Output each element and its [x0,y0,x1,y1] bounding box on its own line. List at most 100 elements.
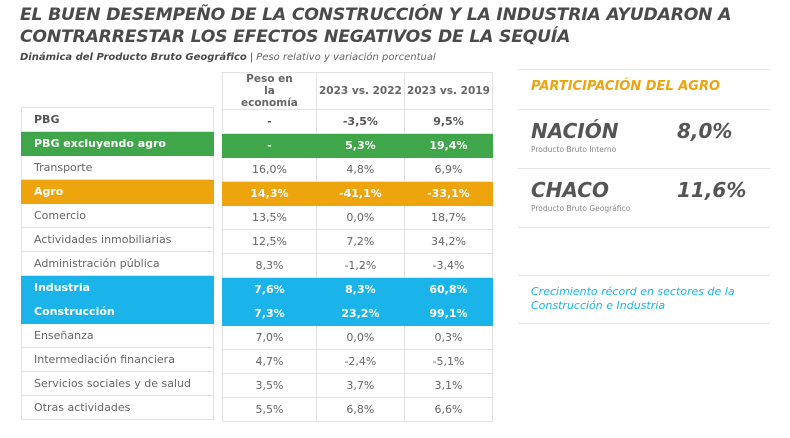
nacion-label: NACIÓN [531,119,619,143]
table-row: Servicios sociales y de salud [21,371,214,396]
cell-weight: 13,5% [222,205,317,230]
table-row: 14,3% -41,1% -33,1% [222,181,494,206]
cell-var-2023-2019: -5,1% [403,349,494,374]
sector-label: Otras actividades [21,395,214,420]
cell-var-2023-2019: 3,1% [403,373,494,398]
sector-label: Enseñanza [21,323,214,348]
table-row: PBG excluyendo agro [21,131,214,156]
cell-var-2023-2022: -2,4% [315,349,405,374]
sector-label: Administración pública [21,251,214,276]
cell-weight: 16,0% [222,157,317,182]
table-row: 3,5% 3,7% 3,1% [222,373,494,398]
divider [518,275,770,276]
table-row: PBG [21,107,214,132]
cell-var-2023-2022: 4,8% [315,157,405,182]
sector-label: Transporte [21,155,214,180]
page-title: EL BUEN DESEMPEÑO DE LA CONSTRUCCIÓN Y L… [20,5,732,47]
sector-label: Construcción [21,299,214,324]
subtitle-main: Dinámica del Producto Bruto Geográfico [20,52,247,63]
table-row: 13,5% 0,0% 18,7% [222,205,494,230]
cell-weight: - [222,109,317,134]
table-row: Agro [21,179,214,204]
table-row: Administración pública [21,251,214,276]
cell-var-2023-2019: 0,3% [403,325,494,350]
divider [518,109,770,110]
nacion-value: 8,0% [677,119,733,143]
chaco-value: 11,6% [677,178,747,202]
subtitle-separator: | [249,52,254,63]
cell-weight: 4,7% [222,349,317,374]
cell-var-2023-2019: 9,5% [403,109,494,134]
divider [518,168,770,169]
table-row: - -3,5% 9,5% [222,109,494,134]
cell-var-2023-2019: 18,7% [403,205,494,230]
cell-var-2023-2022: 6,8% [315,397,405,422]
table-row: Intermediación financiera [21,347,214,372]
record-growth-note: Crecimiento récord en sectores de la Con… [531,285,735,312]
subtitle-detail: Peso relativo y variación porcentual [256,52,436,63]
sector-label: Comercio [21,203,214,228]
chaco-sublabel: Producto Bruto Geográfico [531,204,631,213]
table-row: 4,7% -2,4% -5,1% [222,349,494,374]
column-header-2023-vs-2022: 2023 vs. 2022 [315,72,405,110]
cell-var-2023-2022: 23,2% [315,301,405,326]
cell-var-2023-2019: 99,1% [403,301,494,326]
sector-label: Actividades inmobiliarias [21,227,214,252]
cell-var-2023-2019: 19,4% [403,133,494,158]
cell-var-2023-2022: -1,2% [315,253,405,278]
cell-weight: 12,5% [222,229,317,254]
table-row: -5,3% 19,4% [222,133,494,158]
table-row: 8,3% -1,2% -3,4% [222,253,494,278]
table-row: 7,6% 8,3% 60,8% [222,277,494,302]
divider [518,323,770,324]
cell-var-2023-2019: -33,1% [403,181,494,206]
cell-var-2023-2022: -41,1% [315,181,405,206]
table-row: Actividades inmobiliarias [21,227,214,252]
table-row: 7,3% 23,2% 99,1% [222,301,494,326]
cell-var-2023-2022: 3,7% [315,373,405,398]
nacion-sublabel: Producto Bruto Interno [531,145,617,154]
sector-label: Servicios sociales y de salud [21,371,214,396]
table-row: Comercio [21,203,214,228]
agro-share-title: PARTICIPACIÓN DEL AGRO [531,79,721,94]
cell-weight: 7,3% [222,301,317,326]
cell-weight: 8,3% [222,253,317,278]
table-row: Transporte [21,155,214,180]
table-row: Construcción [21,299,214,324]
cell-var-2023-2019: -3,4% [403,253,494,278]
table-row: 5,5% 6,8% 6,6% [222,397,494,422]
table-header-row: Peso en la economía 2023 vs. 2022 2023 v… [222,72,494,110]
table-row: Otras actividades [21,395,214,420]
sector-label: Intermediación financiera [21,347,214,372]
table-row: 7,0% 0,0% 0,3% [222,325,494,350]
cell-var-2023-2022: 8,3% [315,277,405,302]
sector-label: Industria [21,275,214,300]
cell-weight: 3,5% [222,373,317,398]
cell-var-2023-2019: 34,2% [403,229,494,254]
cell-var-2023-2022: 7,2% [315,229,405,254]
cell-weight: - [222,133,317,158]
cell-var-2023-2022: 0,0% [315,205,405,230]
cell-var-2023-2022: 5,3% [315,133,405,158]
cell-var-2023-2022: -3,5% [315,109,405,134]
column-header-2023-vs-2019: 2023 vs. 2019 [403,72,494,110]
cell-weight: 14,3% [222,181,317,206]
sector-label: Agro [21,179,214,204]
cell-weight: 7,6% [222,277,317,302]
sector-labels-table: PBG PBG excluyendo agro Transporte Agro Come… [21,107,214,420]
table-row: 16,0% 4,8% 6,9% [222,157,494,182]
cell-weight: 5,5% [222,397,317,422]
page-subtitle: Dinámica del Producto Bruto Geográfico | P… [20,52,436,63]
divider [518,69,770,70]
cell-weight: 7,0% [222,325,317,350]
cell-var-2023-2022: 0,0% [315,325,405,350]
column-header-weight: Peso en la economía [222,72,317,110]
cell-var-2023-2019: 6,9% [403,157,494,182]
cell-var-2023-2019: 6,6% [403,397,494,422]
cell-var-2023-2019: 60,8% [403,277,494,302]
sector-values-table: Peso en la economía 2023 vs. 2022 2023 v… [222,72,494,422]
table-row: Enseñanza [21,323,214,348]
sector-label: PBG [21,107,214,132]
table-row: 12,5% 7,2% 34,2% [222,229,494,254]
divider [518,227,770,228]
